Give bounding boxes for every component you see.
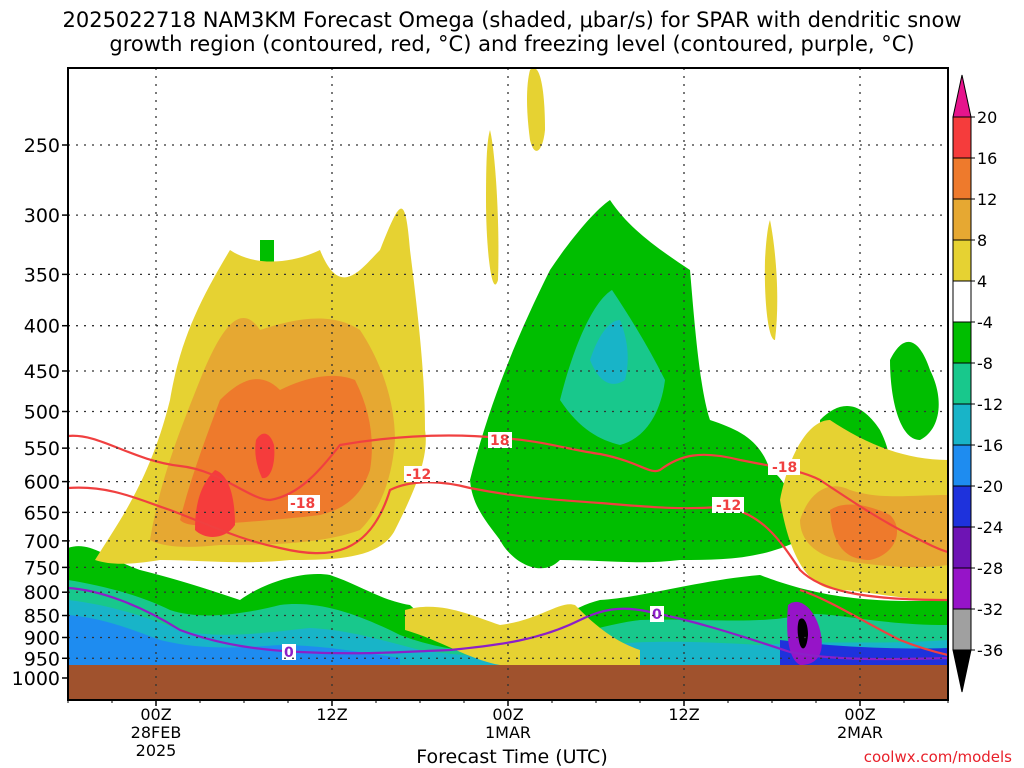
y-tick-label: 550 [24,438,60,460]
colorbar-segment [952,444,972,487]
colorbar-label: -16 [977,436,1003,455]
colorbar-label: 16 [977,149,997,168]
colorbar-segment [952,608,972,651]
colorbar-bottom-arrow [952,649,972,693]
omega-red [195,470,235,537]
y-tick-label: 800 [24,582,60,604]
colorbar-segment [952,198,972,241]
colorbar-segment [952,157,972,200]
y-tick-label: 350 [24,264,60,286]
y-tick-label: 1000 [12,668,60,690]
contour-label: 0 [284,645,294,661]
ground [68,665,948,700]
colorbar-label: 20 [977,108,997,127]
colorbar-segment [952,321,972,364]
contour-minus18-line [68,434,948,554]
credit-text: coolwx.com/models [863,748,1012,766]
x-tick-label: 00Z [844,705,875,724]
omega-red2 [255,433,275,479]
contour-minus18-lower [799,588,948,657]
colorbar-label: 8 [977,231,987,250]
colorbar-label: -28 [977,559,1003,578]
colorbar-label: -8 [977,354,993,373]
colorbar-label: -24 [977,518,1003,537]
x-tick-label: 00Z [140,705,171,724]
colorbar-segment [952,403,972,446]
colorbar-label: 12 [977,190,997,209]
contour-label: -12 [716,498,741,514]
x-tick-label: 12Z [316,705,347,724]
colorbar-segment [952,116,972,159]
contour-label: -18 [772,460,797,476]
colorbar-segment [952,526,972,569]
colorbar-label: 4 [977,272,987,291]
omega-shading [68,68,948,665]
contour-label: -12 [406,467,431,483]
x-tick-label: 00Z [492,705,523,724]
contour-minus12-line [68,481,948,602]
contour-label: -18 [290,496,315,512]
omega-small-green [260,240,274,268]
chart-title-line2: growth region (contoured, red, °C) and f… [109,32,915,56]
y-tick-label: 250 [24,135,60,157]
colorbar-segment [952,239,972,282]
x-axis-label: Forecast Time (UTC) [416,746,608,768]
y-tick-label: 750 [24,557,60,579]
colorbar-label: -4 [977,313,993,332]
x-tick-sublabel: 2MAR [837,723,883,742]
omega-yellow-top [527,68,545,151]
y-tick-label: 900 [24,627,60,649]
y-tick-label: 400 [24,316,60,338]
colorbar-label: -12 [977,395,1003,414]
colorbar-segment [952,280,972,323]
x-tick-label: 12Z [668,705,699,724]
y-tick-label: 700 [24,531,60,553]
x-tick-sublabel: 28FEB [131,723,182,742]
plot-frame [67,67,949,701]
x-tick-sublabel: 1MAR [485,723,531,742]
colorbar-label: -32 [977,600,1003,619]
contour-0-line [68,586,948,661]
chart-title-line1: 2025022718 NAM3KM Forecast Omega (shaded… [62,8,962,32]
y-tick-label: 450 [24,361,60,383]
contour-label: 0 [652,607,662,623]
contour-label: 18 [490,433,509,449]
omega-yellow-top2 [486,130,499,285]
y-tick-label: 600 [24,472,60,494]
y-tick-label: 650 [24,502,60,524]
y-tick-label: 950 [24,648,60,670]
colorbar-label: -20 [977,477,1003,496]
colorbar-segment [952,362,972,405]
y-tick-label: 850 [24,606,60,628]
omega-upper-cyan [590,320,628,384]
omega-yellow-top3 [764,220,778,340]
colorbar-top-arrow [952,74,972,118]
y-tick-label: 500 [24,402,60,424]
colorbar: 20 16 12 8 4 -4 -8 -12 -16 -20 -24 -28 -32 -36 [952,74,1003,693]
omega-right-green2 [890,341,939,440]
y-tick-label: 300 [24,205,60,227]
omega-black-core2 [797,618,808,649]
x-tick-sublabel: 2025 [136,741,177,760]
colorbar-segment [952,485,972,528]
colorbar-segment [952,567,972,610]
colorbar-label: -36 [977,641,1003,660]
